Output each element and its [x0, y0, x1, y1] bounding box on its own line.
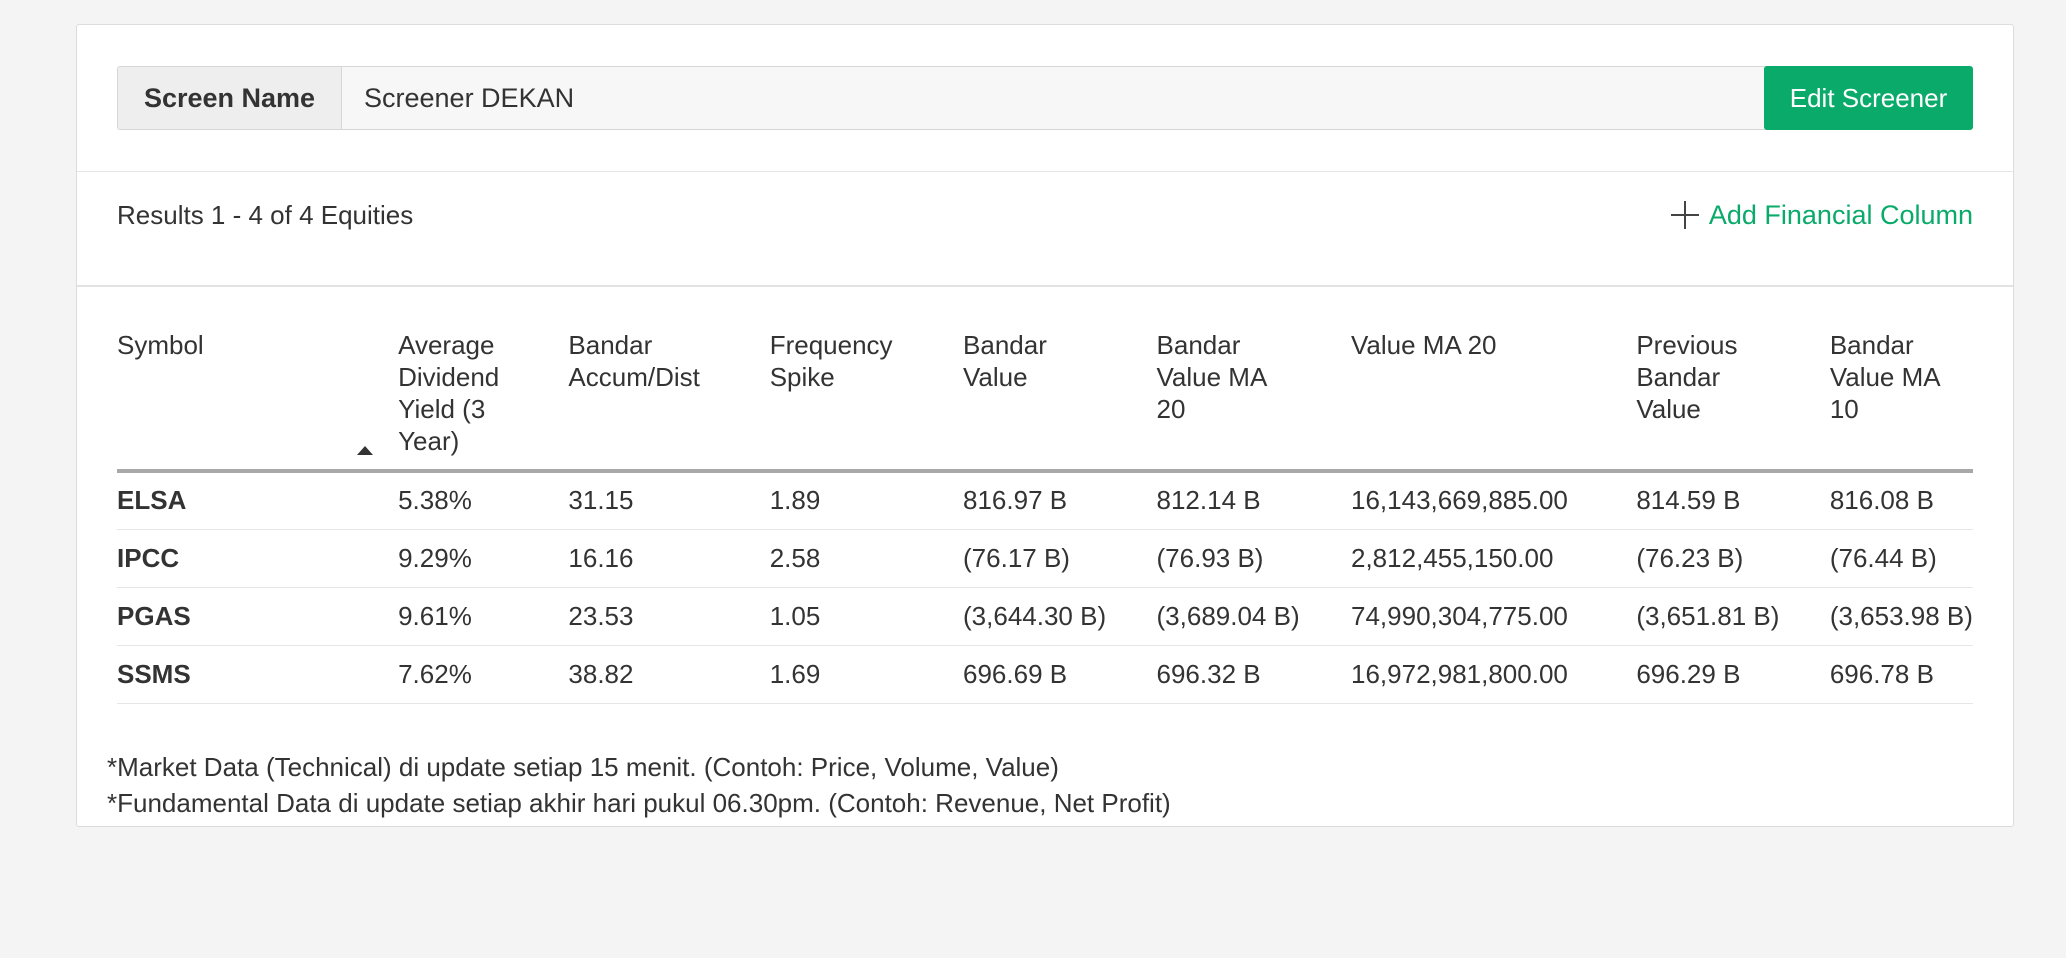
table-row[interactable]: ELSA 5.38% 31.15 1.89 816.97 B 812.14 B 16,143… — [117, 471, 1973, 530]
table-cell-average-dividend-yield: 9.61% — [398, 587, 569, 646]
footnotes: *Market Data (Technical) di update setia… — [107, 749, 1171, 821]
table-cell-frequency-spike: 1.89 — [769, 471, 964, 530]
screen-name-label: Screen Name — [118, 67, 342, 129]
symbol-cell[interactable]: PGAS — [117, 587, 399, 646]
column-header-bandar-value[interactable]: Bandar Value — [963, 303, 1157, 473]
column-header-line: Accum/Dist — [568, 362, 700, 392]
plus-icon — [1670, 201, 1699, 229]
table-cell-bandar-value: 816.97 B — [963, 471, 1157, 530]
sort-ascending-icon[interactable] — [357, 446, 373, 455]
table-cell-bandar-accum-dist: 31.15 — [568, 471, 770, 530]
column-header-line: Bandar — [1829, 330, 1914, 360]
footnote-fundamental-data: *Fundamental Data di update setiap akhir… — [107, 788, 1171, 818]
column-header-frequency-spike[interactable]: Frequency Spike — [769, 303, 964, 473]
column-header-line: Frequency — [769, 330, 893, 360]
table-cell-bandar-value-ma-20: (3,689.04 B) — [1156, 587, 1351, 646]
column-header-line: Bandar — [963, 330, 1047, 360]
column-header-bandar-value-ma-10[interactable]: Bandar Value MA 10 — [1829, 303, 1973, 473]
column-header-line: Symbol — [117, 330, 204, 360]
table-cell-bandar-value-ma-10: 816.08 B — [1829, 471, 1973, 530]
column-header-previous-bandar-value[interactable]: Previous Bandar Value — [1636, 303, 1830, 473]
table-cell-bandar-value-ma-10: (76.44 B) — [1829, 529, 1973, 588]
table-cell-average-dividend-yield: 5.38% — [398, 471, 569, 530]
column-header-line: Value — [1636, 394, 1701, 424]
table-cell-frequency-spike: 2.58 — [769, 529, 964, 588]
table-cell-bandar-value: 696.69 B — [963, 645, 1157, 704]
column-header-line: Year) — [398, 426, 460, 456]
column-header-line: Value MA — [1156, 362, 1268, 392]
column-header-average-dividend-yield[interactable]: Average Dividend Yield (3 Year) — [398, 303, 569, 473]
column-header-line: Previous — [1636, 330, 1738, 360]
table-cell-bandar-accum-dist: 16.16 — [568, 529, 770, 588]
table-body: ELSA 5.38% 31.15 1.89 816.97 B 812.14 B 16,143… — [117, 471, 1973, 704]
table-cell-bandar-value-ma-20: 696.32 B — [1156, 645, 1351, 704]
screen-name-bar: Screen Name — [117, 66, 1790, 130]
column-header-line: 10 — [1829, 394, 1859, 424]
column-header-bandar-value-ma-20[interactable]: Bandar Value MA 20 — [1156, 303, 1351, 473]
table-cell-previous-bandar-value: (76.23 B) — [1636, 529, 1830, 588]
column-header-line: Yield (3 — [398, 394, 486, 424]
table-cell-bandar-value-ma-10: (3,653.98 B) — [1829, 587, 1973, 646]
results-toolbar: Results 1 - 4 of 4 Equities Add Financia… — [77, 171, 2013, 287]
table-cell-bandar-value: (3,644.30 B) — [963, 587, 1157, 646]
table-cell-bandar-accum-dist: 38.82 — [568, 645, 770, 704]
screen-name-input[interactable] — [342, 67, 1789, 129]
symbol-cell[interactable]: ELSA — [117, 471, 399, 530]
table-cell-average-dividend-yield: 7.62% — [398, 645, 569, 704]
column-header-symbol[interactable]: Symbol — [117, 303, 399, 473]
column-header-line: Average — [398, 330, 495, 360]
table-cell-previous-bandar-value: 696.29 B — [1636, 645, 1830, 704]
table-cell-value-ma-20: 2,812,455,150.00 — [1351, 529, 1637, 588]
column-header-line: Value MA 20 — [1351, 330, 1497, 360]
edit-screener-button[interactable]: Edit Screener — [1764, 66, 1973, 130]
table-row[interactable]: PGAS 9.61% 23.53 1.05 (3,644.30 B) (3,689.04 … — [117, 587, 1973, 646]
table-row[interactable]: IPCC 9.29% 16.16 2.58 (76.17 B) (76.93 B) 2,81… — [117, 529, 1973, 588]
column-header-bandar-accum-dist[interactable]: Bandar Accum/Dist — [568, 303, 770, 473]
symbol-cell[interactable]: IPCC — [117, 529, 399, 588]
column-header-line: 20 — [1156, 394, 1186, 424]
column-header-line: Bandar — [1156, 330, 1241, 360]
table-cell-bandar-value: (76.17 B) — [963, 529, 1157, 588]
table-cell-bandar-accum-dist: 23.53 — [568, 587, 770, 646]
table-cell-frequency-spike: 1.69 — [769, 645, 964, 704]
table-cell-value-ma-20: 74,990,304,775.00 — [1351, 587, 1637, 646]
results-summary: Results 1 - 4 of 4 Equities — [117, 199, 414, 230]
column-header-line: Bandar — [568, 330, 653, 360]
column-header-line: Spike — [769, 362, 835, 392]
symbol-cell[interactable]: SSMS — [117, 645, 399, 704]
results-table: Symbol Average Dividend Yield (3 Year) Bandar… — [117, 303, 1973, 704]
table-row[interactable]: SSMS 7.62% 38.82 1.69 696.69 B 696.32 B 16,972… — [117, 645, 1973, 704]
table-header-row: Symbol Average Dividend Yield (3 Year) Bandar… — [117, 303, 1973, 473]
table-cell-average-dividend-yield: 9.29% — [398, 529, 569, 588]
column-header-line: Value MA — [1829, 362, 1941, 392]
table-cell-value-ma-20: 16,972,981,800.00 — [1351, 645, 1637, 704]
table-cell-previous-bandar-value: (3,651.81 B) — [1636, 587, 1830, 646]
footnote-market-data: *Market Data (Technical) di update setia… — [107, 752, 1059, 782]
table-cell-bandar-value-ma-10: 696.78 B — [1829, 645, 1973, 704]
table-cell-value-ma-20: 16,143,669,885.00 — [1351, 471, 1637, 530]
table-cell-frequency-spike: 1.05 — [769, 587, 964, 646]
add-financial-column-label: Add Financial Column — [1708, 199, 1973, 230]
table-cell-bandar-value-ma-20: 812.14 B — [1156, 471, 1351, 530]
table-cell-bandar-value-ma-20: (76.93 B) — [1156, 529, 1351, 588]
table-cell-previous-bandar-value: 814.59 B — [1636, 471, 1830, 530]
column-header-value-ma-20[interactable]: Value MA 20 — [1351, 303, 1637, 473]
screener-card: Screen Name Edit Screener Results 1 - 4 … — [76, 24, 2014, 827]
add-financial-column-link[interactable]: Add Financial Column — [1670, 172, 1973, 258]
column-header-line: Dividend — [398, 362, 500, 392]
column-header-line: Value — [963, 362, 1028, 392]
column-header-line: Bandar — [1636, 362, 1721, 392]
